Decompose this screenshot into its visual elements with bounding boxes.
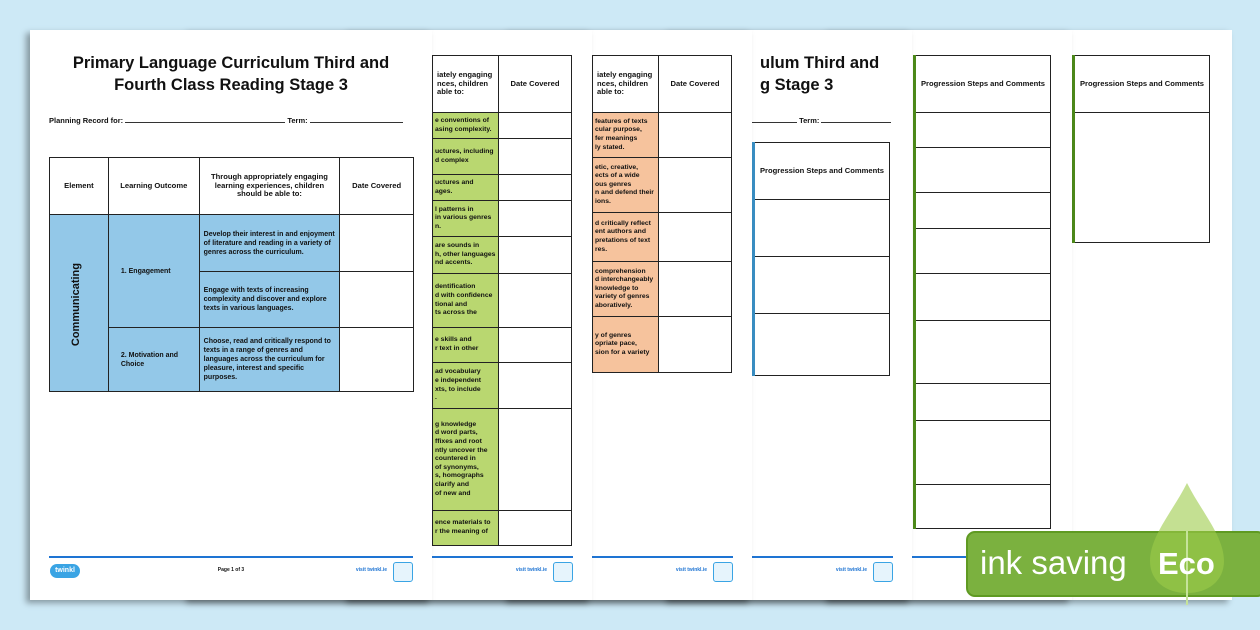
progression-cell[interactable]: [1072, 112, 1210, 243]
date-covered-cell[interactable]: [498, 200, 572, 237]
objective-cell: e conventions of asing complexity.: [432, 112, 499, 139]
objective-cell: comprehension d interchangeably knowledg…: [592, 261, 659, 317]
term-label: Term:: [287, 116, 308, 125]
header-element: Element: [49, 157, 109, 215]
eco-badge: ink saving Eco: [966, 531, 1260, 597]
progression-cell[interactable]: [913, 383, 1051, 421]
objectives-table: iately engaging nces, children able to: D…: [592, 55, 732, 373]
objective-cell: l patterns in in various genres n.: [432, 200, 499, 237]
objective-cell: uctures and ages.: [432, 174, 499, 201]
progression-cell[interactable]: [913, 192, 1051, 229]
objectives-table: iately engaging nces, children able to: D…: [432, 55, 572, 546]
objective-cell: y of genres opriate pace, sion for a var…: [592, 316, 659, 373]
date-covered-cell[interactable]: [658, 157, 732, 213]
element-cell: Communicating: [49, 214, 109, 392]
outcome-cell: 1. Engagement: [107, 214, 200, 328]
date-covered-cell[interactable]: [498, 174, 572, 201]
objectives-header: iately engaging nces, children able to:: [592, 55, 659, 113]
date-covered-cell[interactable]: [498, 408, 572, 511]
date-covered-cell[interactable]: [339, 271, 414, 328]
objective-cell: g knowledge d word parts, ffixes and roo…: [432, 408, 499, 511]
date-covered-cell[interactable]: [658, 212, 732, 262]
progression-header: Progression Steps and Comments: [913, 55, 1051, 113]
date-covered-cell[interactable]: [498, 236, 572, 274]
outcome-cell: 2. Motivation and Choice: [107, 327, 200, 392]
planning-record-field[interactable]: Planning Record for: Term:: [49, 115, 419, 125]
twinkl-logo: twinkl: [50, 564, 80, 578]
page-title: Primary Language Curriculum Third and Fou…: [72, 54, 390, 94]
objective-cell: dentification d with confidence tional a…: [432, 273, 499, 328]
progression-cell[interactable]: [752, 256, 890, 314]
progression-cell[interactable]: [913, 228, 1051, 274]
progression-cell[interactable]: [752, 199, 890, 257]
date-covered-cell[interactable]: [498, 510, 572, 546]
badge-icon: [553, 562, 573, 582]
objective-cell: d critically reflect ent authors and pre…: [592, 212, 659, 262]
progression-cell[interactable]: [913, 147, 1051, 193]
objective-cell: Choose, read and critically respond to t…: [198, 327, 341, 392]
date-covered-cell[interactable]: [498, 112, 572, 139]
progression-table: Progression Steps and Comments: [913, 55, 1051, 529]
date-covered-cell[interactable]: [339, 214, 414, 272]
page-title: ulum Third and g Stage 3: [760, 54, 880, 94]
objective-cell: e skills and r text in other: [432, 327, 499, 363]
objective-cell: features of texts cular purpose, fer mea…: [592, 112, 659, 158]
progression-header: Progression Steps and Comments: [752, 142, 890, 200]
visit-link[interactable]: visit twinkl.ie: [515, 567, 547, 573]
planning-label: Planning Record for:: [49, 116, 124, 125]
badge-icon: [393, 562, 413, 582]
date-covered-cell[interactable]: [658, 261, 732, 317]
header-date-covered: Date Covered: [498, 55, 572, 113]
visit-link[interactable]: visit twinkl.ie: [355, 567, 387, 573]
date-covered-cell[interactable]: [658, 112, 732, 158]
term-field[interactable]: Term:: [752, 115, 912, 125]
progression-table: Progression Steps and Comments: [752, 142, 890, 376]
footer: twinkl Page 1 of 3 visit twinkl.ie: [49, 556, 413, 586]
header-learning-outcome: Learning Outcome: [107, 157, 200, 215]
page-number: Page 1 of 3: [217, 567, 245, 573]
badge-icon: [873, 562, 893, 582]
header-objectives: Through appropriately engaging learning …: [198, 157, 341, 215]
date-covered-cell[interactable]: [498, 327, 572, 363]
progression-cell[interactable]: [752, 313, 890, 376]
visit-link[interactable]: visit twinkl.ie: [675, 567, 707, 573]
date-covered-cell[interactable]: [498, 138, 572, 175]
leaf-icon: [1150, 483, 1224, 605]
progression-cell[interactable]: [913, 420, 1051, 485]
visit-link[interactable]: visit twinkl.ie: [835, 567, 867, 573]
objective-cell: Develop their interest in and enjoyment …: [198, 214, 341, 272]
progression-table: Progression Steps and Comments: [1072, 55, 1210, 243]
date-covered-cell[interactable]: [339, 327, 414, 392]
header-date-covered: Date Covered: [339, 157, 414, 215]
date-covered-cell[interactable]: [498, 273, 572, 328]
progression-cell[interactable]: [913, 273, 1051, 321]
objective-cell: uctures, including d complex: [432, 138, 499, 175]
progression-cell[interactable]: [913, 320, 1051, 384]
date-covered-cell[interactable]: [658, 316, 732, 373]
objective-cell: ence materials to r the meaning of: [432, 510, 499, 546]
page-1: Primary Language Curriculum Third and Fou…: [30, 30, 432, 600]
progression-header: Progression Steps and Comments: [1072, 55, 1210, 113]
date-covered-cell[interactable]: [498, 362, 572, 409]
objective-cell: etic, creative, ects of a wide ous genre…: [592, 157, 659, 213]
objective-cell: ad vocabulary e independent xts, to incl…: [432, 362, 499, 409]
badge-icon: [713, 562, 733, 582]
objectives-header: iately engaging nces, children able to:: [432, 55, 499, 113]
ink-saving-label: ink saving: [980, 544, 1127, 581]
progression-cell[interactable]: [913, 112, 1051, 148]
objective-cell: are sounds in h, other languages nd acce…: [432, 236, 499, 274]
eco-label: Eco: [1158, 546, 1215, 581]
element-label: Communicating: [70, 263, 82, 347]
objective-cell: Engage with texts of increasing complexi…: [198, 271, 341, 328]
header-date-covered: Date Covered: [658, 55, 732, 113]
curriculum-table: Element Learning Outcome Through appropr…: [49, 157, 414, 392]
progression-cell[interactable]: [913, 484, 1051, 529]
